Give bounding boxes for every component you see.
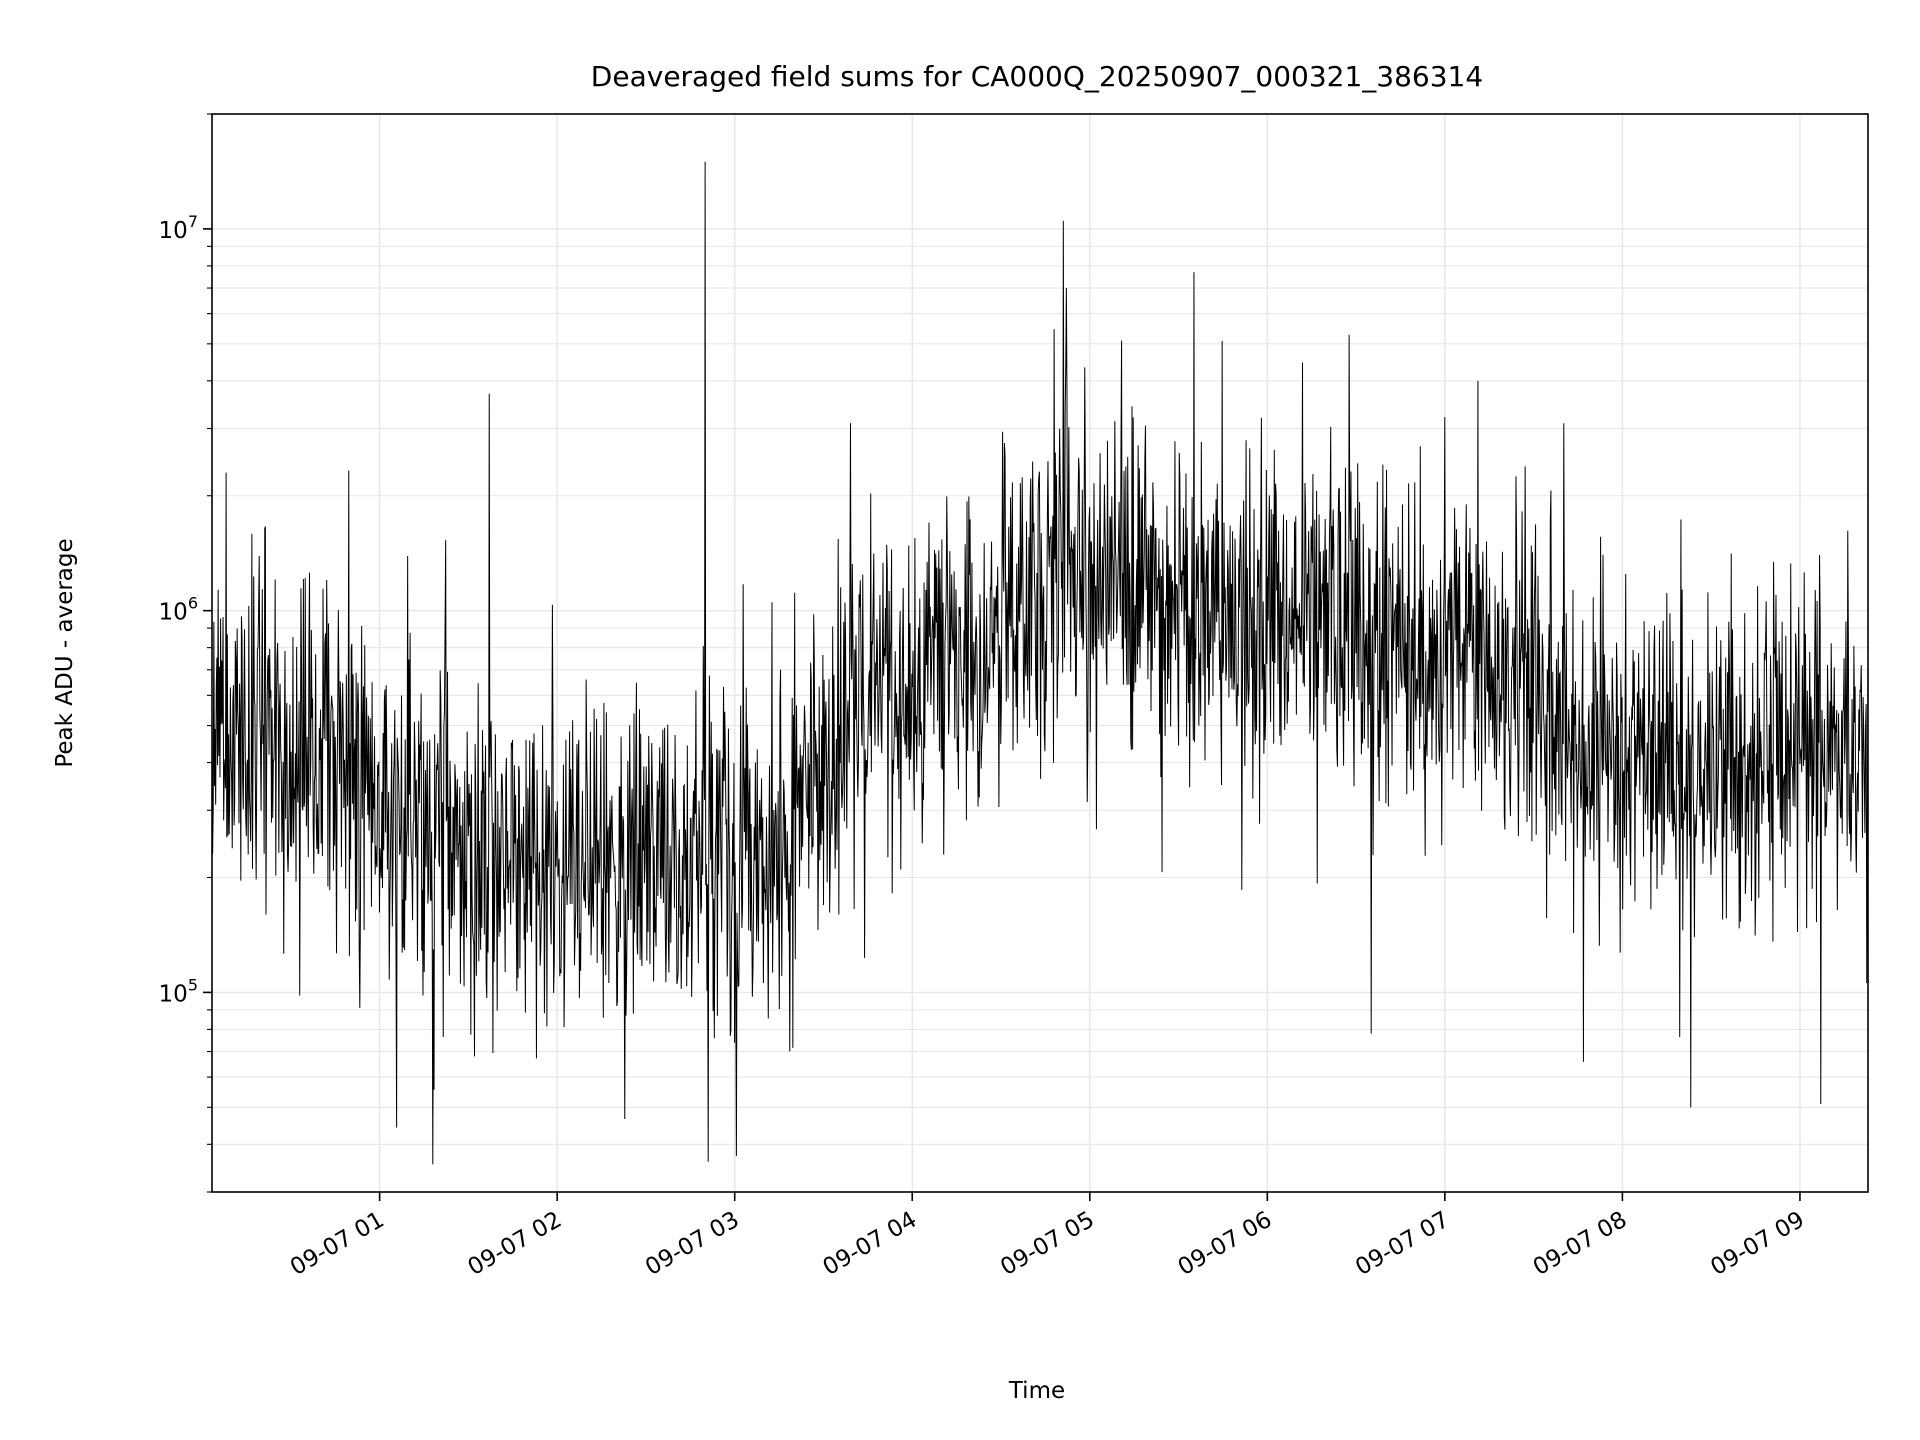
series-line — [211, 161, 1869, 1165]
plot-frame — [211, 113, 1869, 1193]
y-tick-label: 107 — [159, 212, 198, 244]
y-axis: 105 106 107 — [159, 113, 212, 1193]
x-axis-label: Time — [1008, 1378, 1065, 1404]
chart-title: Deaveraged field sums for CA000Q_2025090… — [591, 60, 1483, 93]
y-tick-label: 106 — [159, 594, 198, 626]
data-line — [211, 161, 1869, 1165]
y-tick-label: 105 — [159, 975, 198, 1007]
y-axis-label: Peak ADU - average — [52, 538, 78, 767]
